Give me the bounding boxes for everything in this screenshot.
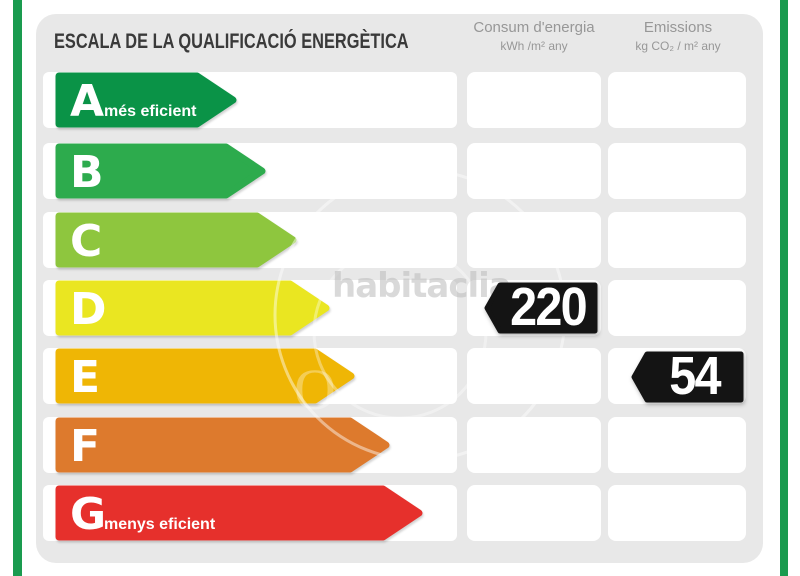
emissions-value: 54 [669, 346, 721, 406]
rating-bar-e [55, 348, 355, 404]
rating-letter-b: B [70, 147, 104, 198]
row-c-emissions-cell [608, 212, 746, 268]
consumption-value-tag: 220 [483, 280, 601, 336]
consumption-tag-arrow [484, 282, 598, 334]
row-f-emissions-cell [608, 417, 746, 473]
emissions-header-title: Emissions [643, 19, 713, 36]
efficiency-note-least: menys eficient [104, 516, 216, 533]
consumption-value: 220 [510, 277, 587, 337]
row-g-consumption-cell [467, 485, 601, 541]
consumption-header-title: Consum d'energia [473, 19, 595, 36]
scale-row-c: C [0, 212, 800, 268]
consumption-column-header: Consum d'energia kWh /m² any [460, 19, 608, 54]
emissions-tag-arrow [631, 351, 744, 403]
scale-row-b: B [0, 143, 800, 199]
row-b-emissions-cell [608, 143, 746, 199]
row-f-consumption-cell [467, 417, 601, 473]
consumption-header-unit: kWh /m² any [500, 38, 568, 53]
rating-bar-b [55, 143, 266, 199]
row-b-consumption-cell [467, 143, 601, 199]
rating-bar-g [55, 485, 423, 541]
row-c-consumption-cell [467, 212, 601, 268]
emissions-column-header: Emissions kg CO₂ / m² any [604, 19, 752, 54]
row-e-consumption-cell [467, 348, 601, 404]
page-title: ESCALA DE LA QUALIFICACIÓ ENERGÈTICA [54, 30, 409, 53]
emissions-value-tag: 54 [630, 349, 747, 405]
rating-letter-d: D [70, 284, 107, 335]
rating-letter-g: G [70, 489, 107, 540]
row-g-emissions-cell [608, 485, 746, 541]
scale-row-d: D [0, 280, 800, 336]
row-d-emissions-cell [608, 280, 746, 336]
right-accent-bar [780, 0, 788, 576]
row-a-emissions-cell [608, 72, 746, 128]
rating-bar-c [55, 212, 297, 268]
row-a-consumption-cell [467, 72, 601, 128]
rating-bar-f [55, 417, 390, 473]
rating-letter-c: C [70, 216, 103, 267]
left-accent-bar [13, 0, 22, 576]
scale-row-a: A més eficient [0, 72, 800, 128]
rating-bar-d [55, 280, 330, 336]
emissions-header-unit: kg CO₂ / m² any [635, 38, 721, 53]
scale-row-g: G menys eficient [0, 485, 800, 541]
scale-row-f: F [0, 417, 800, 473]
efficiency-note-most: més eficient [104, 103, 197, 120]
rating-bar-a [55, 72, 237, 128]
rating-letter-e: E [70, 352, 101, 403]
rating-letter-f: F [70, 421, 101, 472]
rating-letter-a: A [70, 76, 105, 127]
